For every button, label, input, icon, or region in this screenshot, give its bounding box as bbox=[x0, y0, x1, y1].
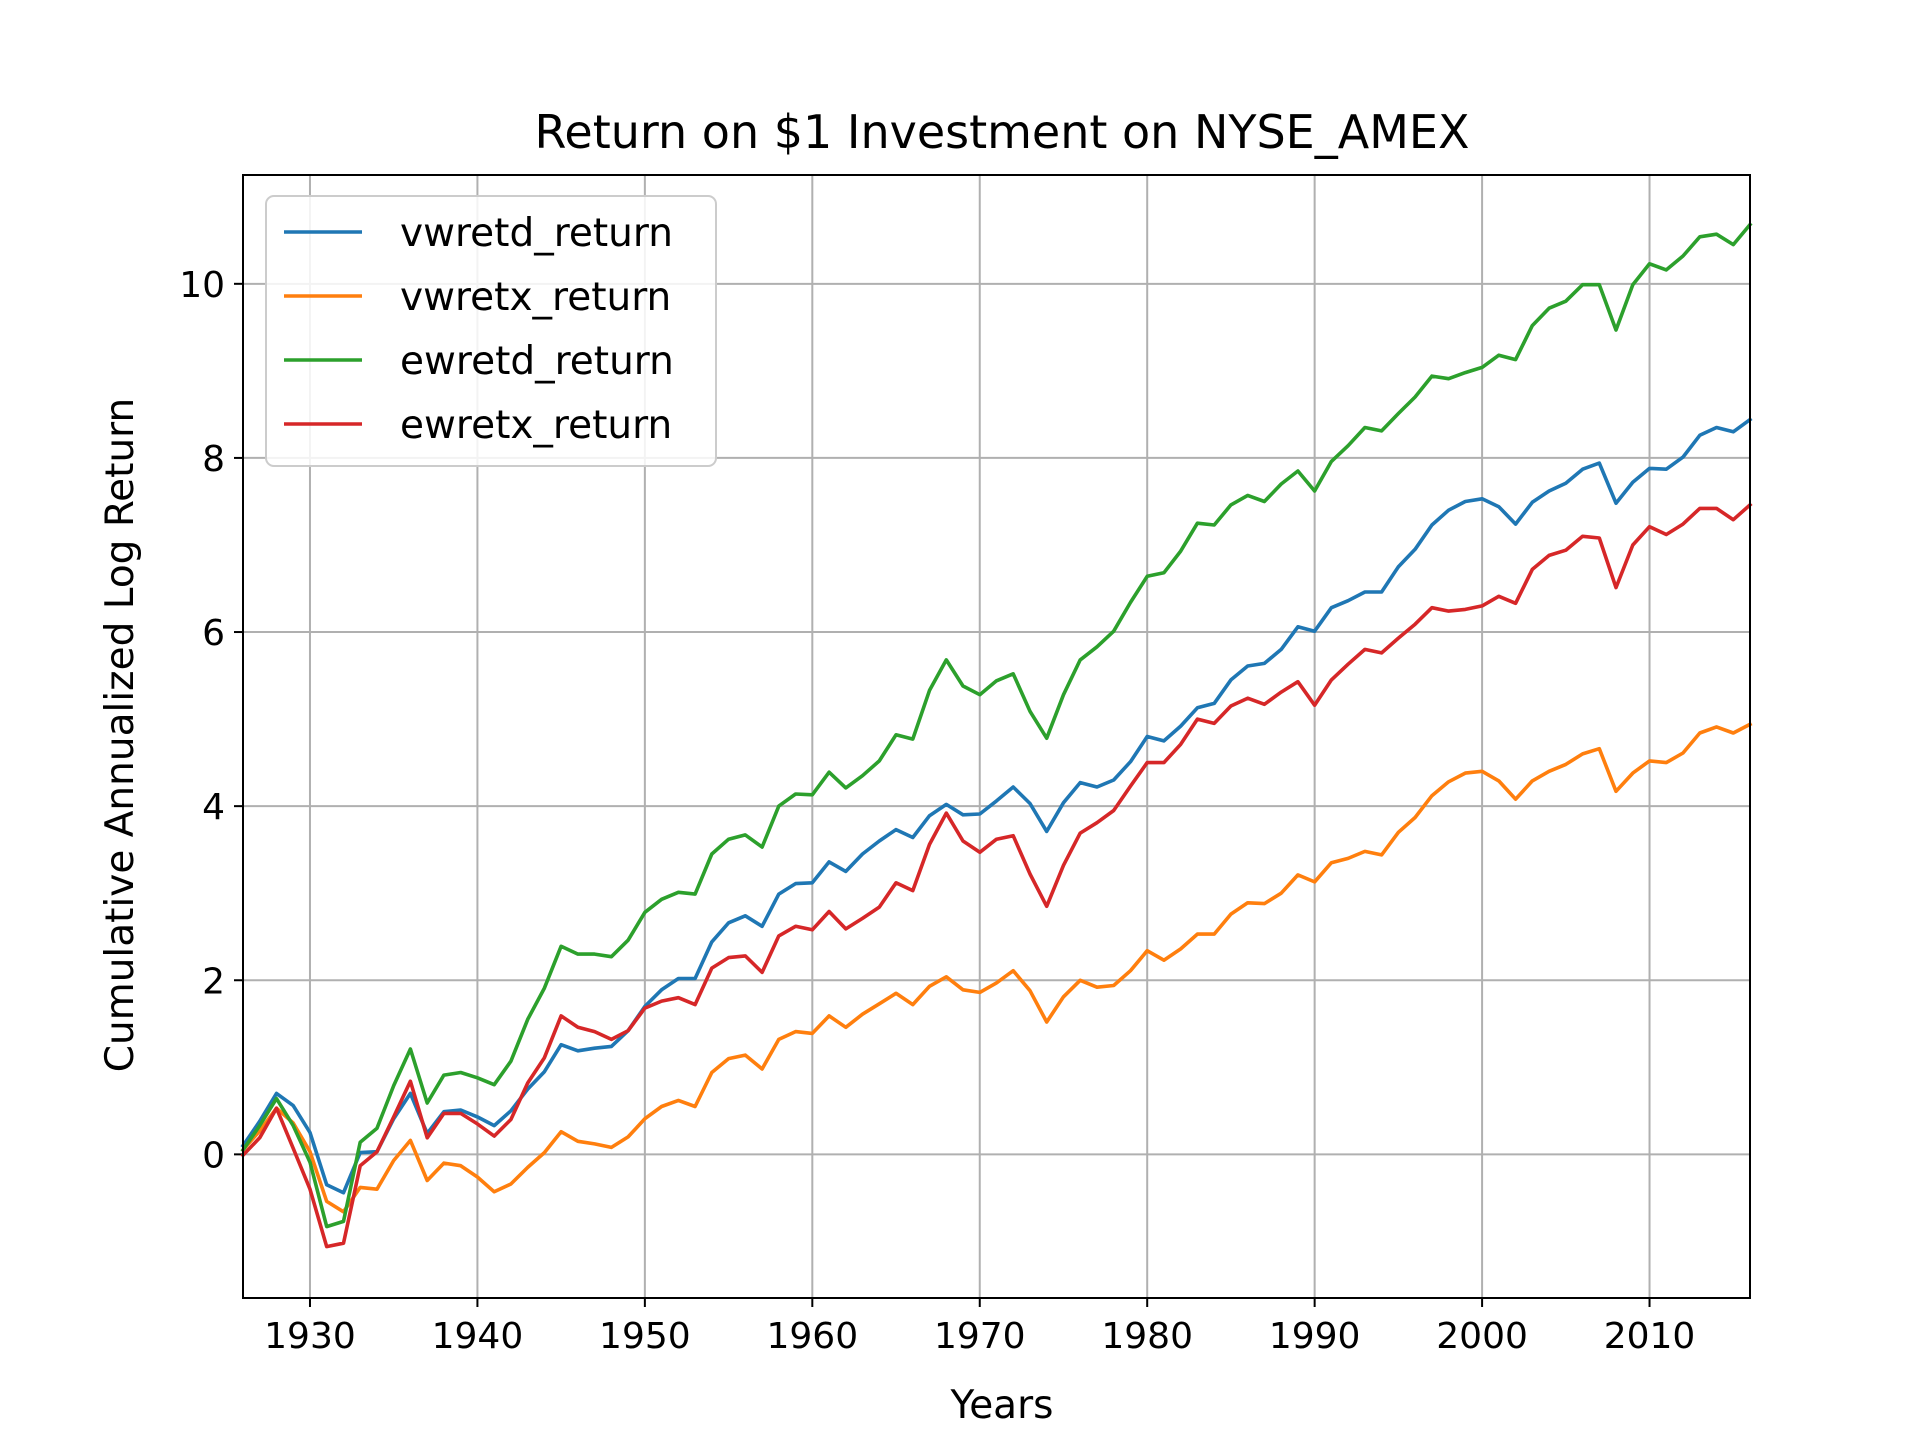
series-line-vwretd-return bbox=[240, 417, 1753, 1195]
x-axis-label: Years bbox=[950, 1383, 1054, 1428]
x-tick-label: 1970 bbox=[934, 1316, 1026, 1357]
x-tick-label: 1930 bbox=[264, 1316, 356, 1357]
x-tick-label: 1960 bbox=[766, 1316, 858, 1357]
y-tick-label: 8 bbox=[202, 439, 225, 480]
y-tick-label: 6 bbox=[202, 613, 225, 654]
chart-title: Return on $1 Investment on NYSE_AMEX bbox=[535, 105, 1470, 159]
legend: vwretd_return vwretx_return ewretd_returne… bbox=[265, 195, 717, 467]
legend-label: ewretx_return bbox=[400, 403, 672, 448]
y-tick-label: 4 bbox=[202, 787, 225, 828]
x-tick-label: 2010 bbox=[1604, 1316, 1696, 1357]
series-line-vwretx-return bbox=[240, 721, 1753, 1214]
legend-label: vwretd_return bbox=[400, 211, 673, 256]
series-line-ewretd-return bbox=[240, 222, 1753, 1229]
y-axis-label: Cumulative Annualized Log Return bbox=[98, 398, 143, 1072]
legend-label: vwretx_return bbox=[400, 275, 671, 320]
legend-items: vwretd_return vwretx_return ewretd_returne… bbox=[284, 211, 674, 448]
x-tick-label: 1940 bbox=[432, 1316, 524, 1357]
y-tick-label: 10 bbox=[179, 265, 225, 306]
x-ticks: 1930 1940 1950 1960 1970 1980 1990 2000 2010 bbox=[264, 1298, 1695, 1357]
y-tick-label: 2 bbox=[202, 961, 225, 1002]
plot-frame bbox=[242, 174, 1751, 1299]
x-tick-label: 1950 bbox=[599, 1316, 691, 1357]
x-tick-label: 2000 bbox=[1436, 1316, 1528, 1357]
legend-box bbox=[265, 195, 717, 467]
x-tick-label: 1990 bbox=[1269, 1316, 1361, 1357]
y-tick-label: 0 bbox=[202, 1135, 225, 1176]
series-lines bbox=[240, 222, 1753, 1249]
series-line-ewretx-return bbox=[240, 502, 1753, 1249]
legend-label: ewretd_return bbox=[400, 339, 674, 384]
x-tick-label: 1980 bbox=[1101, 1316, 1193, 1357]
y-ticks: 0 2 4 6 8 10 bbox=[179, 265, 243, 1176]
